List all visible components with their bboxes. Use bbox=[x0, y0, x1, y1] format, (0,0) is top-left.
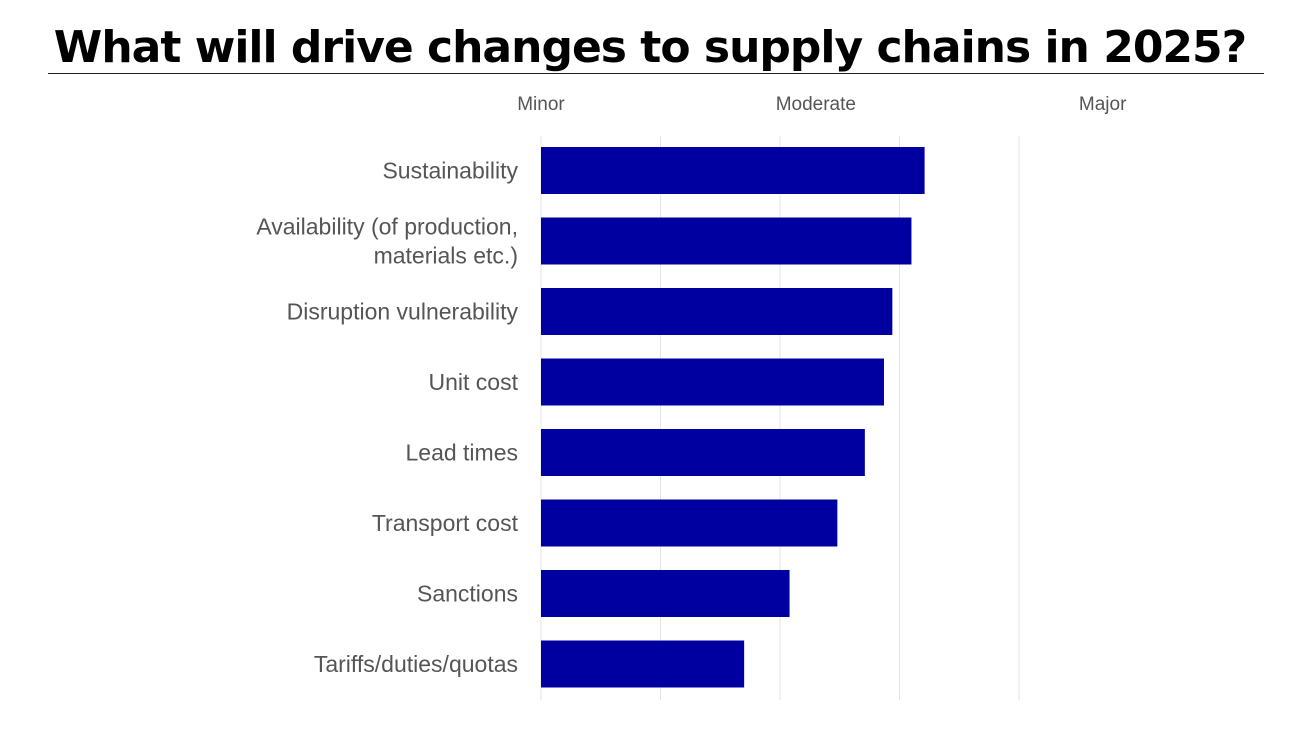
x-axis-tick-labels: Minor Moderate Major bbox=[517, 94, 1127, 115]
category-label: Sustainability bbox=[382, 158, 518, 184]
category-label: Sanctions bbox=[417, 581, 518, 607]
bar bbox=[541, 499, 838, 547]
bar bbox=[541, 147, 925, 194]
bar bbox=[541, 288, 893, 335]
chart-title: What will drive changes to supply chains… bbox=[53, 22, 1247, 73]
bar bbox=[541, 570, 790, 617]
category-label: Transport cost bbox=[372, 510, 519, 536]
x-tick-label: Moderate bbox=[776, 94, 856, 115]
bar bbox=[541, 640, 745, 688]
bar bbox=[541, 429, 865, 476]
category-label: Unit cost bbox=[429, 369, 519, 395]
category-label: Availability (of production, materials et… bbox=[256, 214, 518, 269]
category-label: Tariffs/duties/quotas bbox=[314, 651, 518, 677]
title-divider bbox=[48, 73, 1264, 74]
x-tick-label: Major bbox=[1079, 94, 1127, 115]
category-labels: Sustainability Availability (of productio… bbox=[256, 158, 518, 678]
category-label: Lead times bbox=[405, 440, 518, 466]
x-tick-label: Minor bbox=[517, 94, 565, 115]
category-label: Disruption vulnerability bbox=[287, 299, 519, 325]
bars bbox=[541, 147, 925, 688]
bar bbox=[541, 358, 884, 406]
bar bbox=[541, 217, 912, 265]
